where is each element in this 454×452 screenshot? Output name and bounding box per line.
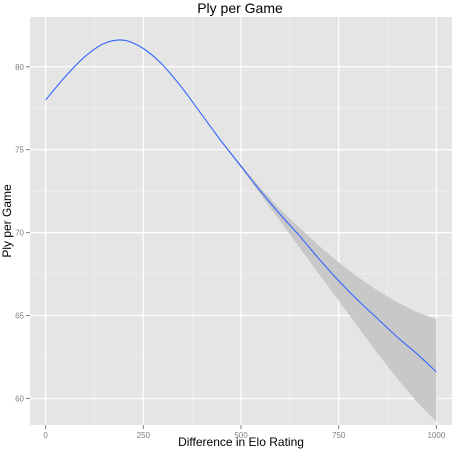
- x-tick-label: 0: [43, 431, 48, 440]
- y-tick-label: 75: [15, 146, 24, 155]
- y-tick-label: 60: [15, 394, 24, 403]
- x-tick-label: 1000: [427, 431, 445, 440]
- y-axis-title: Ply per Game: [0, 184, 14, 258]
- x-tick-label: 500: [234, 431, 248, 440]
- trend-line: [45, 39, 437, 373]
- x-tick-label: 750: [332, 431, 346, 440]
- x-tick-label: 250: [137, 431, 151, 440]
- y-tick-label: 70: [15, 229, 24, 238]
- y-tick-label: 80: [15, 63, 24, 72]
- x-axis-title: Difference in Elo Rating: [178, 435, 304, 449]
- grid-major-lines: [30, 17, 452, 425]
- chart-title: Ply per Game: [197, 0, 283, 16]
- x-axis-ticks: 0 250 500 750 1000: [43, 425, 446, 440]
- y-tick-label: 65: [15, 312, 24, 321]
- y-axis-ticks: 60 65 70 75 80: [15, 63, 30, 403]
